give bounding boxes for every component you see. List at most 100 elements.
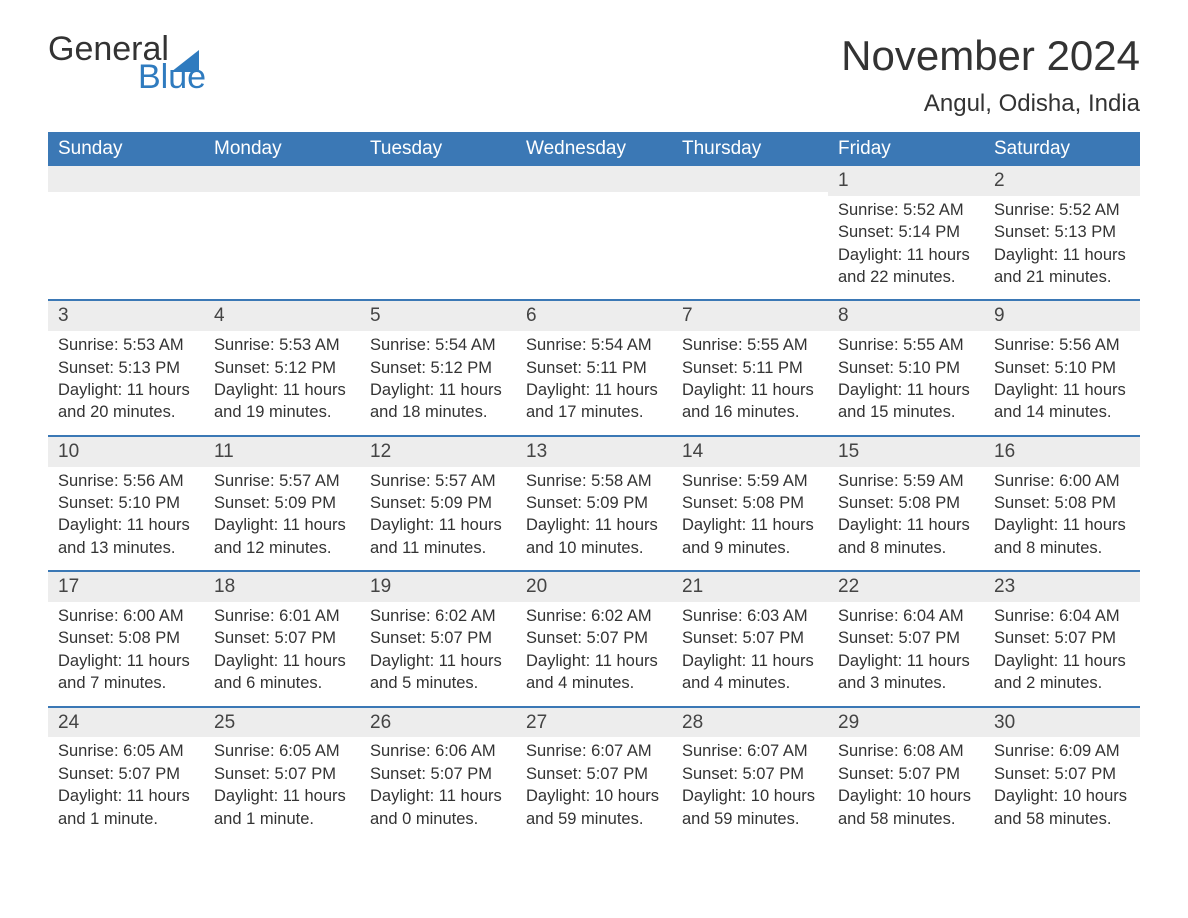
sunrise-text: Sunrise: 6:09 AM (994, 741, 1130, 762)
day-cell (48, 166, 204, 299)
day-number: 28 (672, 708, 828, 738)
day-details: Sunrise: 6:02 AMSunset: 5:07 PMDaylight:… (516, 602, 672, 706)
day-cell: 5Sunrise: 5:54 AMSunset: 5:12 PMDaylight… (360, 301, 516, 434)
daylight-text: and 9 minutes. (682, 538, 818, 559)
sunrise-text: Sunrise: 5:59 AM (838, 471, 974, 492)
day-details: Sunrise: 6:05 AMSunset: 5:07 PMDaylight:… (204, 737, 360, 841)
sunset-text: Sunset: 5:07 PM (682, 628, 818, 649)
calendar-week: 3Sunrise: 5:53 AMSunset: 5:13 PMDaylight… (48, 299, 1140, 434)
day-number: 29 (828, 708, 984, 738)
daylight-text: Daylight: 11 hours (994, 515, 1130, 536)
daylight-text: and 0 minutes. (370, 809, 506, 830)
sunset-text: Sunset: 5:14 PM (838, 222, 974, 243)
day-number: 2 (984, 166, 1140, 196)
sunset-text: Sunset: 5:12 PM (214, 358, 350, 379)
day-details: Sunrise: 5:56 AMSunset: 5:10 PMDaylight:… (984, 331, 1140, 435)
sunrise-text: Sunrise: 6:02 AM (526, 606, 662, 627)
sunrise-text: Sunrise: 5:53 AM (58, 335, 194, 356)
day-details: Sunrise: 5:59 AMSunset: 5:08 PMDaylight:… (672, 467, 828, 571)
day-cell (672, 166, 828, 299)
sunrise-text: Sunrise: 6:00 AM (58, 606, 194, 627)
day-number (48, 166, 204, 192)
day-number: 9 (984, 301, 1140, 331)
daylight-text: and 58 minutes. (994, 809, 1130, 830)
daylight-text: Daylight: 11 hours (838, 651, 974, 672)
daylight-text: Daylight: 11 hours (58, 651, 194, 672)
sunset-text: Sunset: 5:08 PM (838, 493, 974, 514)
daylight-text: and 20 minutes. (58, 402, 194, 423)
sunrise-text: Sunrise: 6:04 AM (838, 606, 974, 627)
daylight-text: Daylight: 11 hours (370, 651, 506, 672)
daylight-text: Daylight: 11 hours (994, 245, 1130, 266)
sunset-text: Sunset: 5:10 PM (58, 493, 194, 514)
sunrise-text: Sunrise: 5:56 AM (58, 471, 194, 492)
day-cell: 12Sunrise: 5:57 AMSunset: 5:09 PMDayligh… (360, 437, 516, 570)
sunrise-text: Sunrise: 6:04 AM (994, 606, 1130, 627)
day-header: Friday (828, 132, 984, 166)
daylight-text: and 8 minutes. (994, 538, 1130, 559)
day-number: 25 (204, 708, 360, 738)
day-number: 22 (828, 572, 984, 602)
daylight-text: and 58 minutes. (838, 809, 974, 830)
sunrise-text: Sunrise: 5:57 AM (370, 471, 506, 492)
day-details: Sunrise: 6:07 AMSunset: 5:07 PMDaylight:… (672, 737, 828, 841)
page-title: November 2024 (841, 32, 1140, 80)
calendar-week: 10Sunrise: 5:56 AMSunset: 5:10 PMDayligh… (48, 435, 1140, 570)
day-number (204, 166, 360, 192)
day-cell: 29Sunrise: 6:08 AMSunset: 5:07 PMDayligh… (828, 708, 984, 841)
day-number: 5 (360, 301, 516, 331)
daylight-text: and 6 minutes. (214, 673, 350, 694)
sunrise-text: Sunrise: 5:59 AM (682, 471, 818, 492)
day-number: 30 (984, 708, 1140, 738)
daylight-text: and 1 minute. (214, 809, 350, 830)
day-number: 26 (360, 708, 516, 738)
day-details: Sunrise: 6:02 AMSunset: 5:07 PMDaylight:… (360, 602, 516, 706)
day-number (516, 166, 672, 192)
day-cell: 10Sunrise: 5:56 AMSunset: 5:10 PMDayligh… (48, 437, 204, 570)
sunset-text: Sunset: 5:11 PM (682, 358, 818, 379)
day-cell: 2Sunrise: 5:52 AMSunset: 5:13 PMDaylight… (984, 166, 1140, 299)
day-cell: 22 Sunrise: 6:04 AMSunset: 5:07 PMDayligh… (828, 572, 984, 705)
day-cell: 4Sunrise: 5:53 AMSunset: 5:12 PMDaylight… (204, 301, 360, 434)
daylight-text: Daylight: 11 hours (682, 380, 818, 401)
daylight-text: Daylight: 11 hours (994, 380, 1130, 401)
day-details: Sunrise: 5:55 AMSunset: 5:11 PMDaylight:… (672, 331, 828, 435)
day-details: Sunrise: 5:57 AMSunset: 5:09 PMDaylight:… (360, 467, 516, 571)
day-details: Sunrise: 6:08 AMSunset: 5:07 PMDaylight:… (828, 737, 984, 841)
day-cell: 20Sunrise: 6:02 AMSunset: 5:07 PMDayligh… (516, 572, 672, 705)
daylight-text: Daylight: 11 hours (682, 651, 818, 672)
sunrise-text: Sunrise: 6:08 AM (838, 741, 974, 762)
sunrise-text: Sunrise: 5:53 AM (214, 335, 350, 356)
daylight-text: Daylight: 10 hours (838, 786, 974, 807)
day-cell: 1Sunrise: 5:52 AMSunset: 5:14 PMDaylight… (828, 166, 984, 299)
daylight-text: Daylight: 11 hours (526, 380, 662, 401)
day-cell (360, 166, 516, 299)
day-header: Sunday (48, 132, 204, 166)
day-details: Sunrise: 6:00 AMSunset: 5:08 PMDaylight:… (984, 467, 1140, 571)
sunset-text: Sunset: 5:08 PM (994, 493, 1130, 514)
day-details: Sunrise: 6:06 AMSunset: 5:07 PMDaylight:… (360, 737, 516, 841)
sunset-text: Sunset: 5:13 PM (58, 358, 194, 379)
daylight-text: Daylight: 10 hours (682, 786, 818, 807)
sunrise-text: Sunrise: 5:52 AM (838, 200, 974, 221)
day-details: Sunrise: 6:03 AMSunset: 5:07 PMDaylight:… (672, 602, 828, 706)
day-number: 8 (828, 301, 984, 331)
day-number: 7 (672, 301, 828, 331)
daylight-text: Daylight: 10 hours (526, 786, 662, 807)
daylight-text: and 2 minutes. (994, 673, 1130, 694)
day-cell: 16Sunrise: 6:00 AMSunset: 5:08 PMDayligh… (984, 437, 1140, 570)
sunset-text: Sunset: 5:11 PM (526, 358, 662, 379)
sunset-text: Sunset: 5:07 PM (838, 628, 974, 649)
daylight-text: and 14 minutes. (994, 402, 1130, 423)
daylight-text: Daylight: 11 hours (58, 515, 194, 536)
day-cell: 26Sunrise: 6:06 AMSunset: 5:07 PMDayligh… (360, 708, 516, 841)
day-number: 18 (204, 572, 360, 602)
day-number: 4 (204, 301, 360, 331)
daylight-text: Daylight: 11 hours (58, 380, 194, 401)
daylight-text: Daylight: 11 hours (370, 786, 506, 807)
day-number: 11 (204, 437, 360, 467)
day-cell: 18Sunrise: 6:01 AMSunset: 5:07 PMDayligh… (204, 572, 360, 705)
daylight-text: and 11 minutes. (370, 538, 506, 559)
sunset-text: Sunset: 5:07 PM (682, 764, 818, 785)
location-label: Angul, Odisha, India (841, 90, 1140, 118)
